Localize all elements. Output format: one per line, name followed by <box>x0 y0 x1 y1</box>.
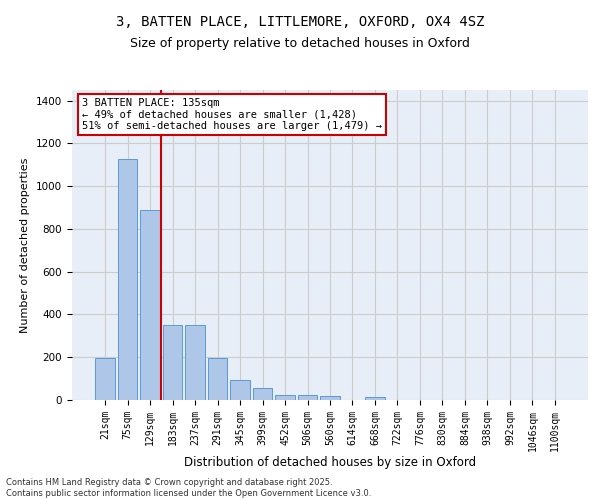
Bar <box>298 396 317 400</box>
Bar <box>320 396 340 400</box>
Bar <box>163 325 182 400</box>
Bar <box>230 380 250 400</box>
Text: 3 BATTEN PLACE: 135sqm
← 49% of detached houses are smaller (1,428)
51% of semi-: 3 BATTEN PLACE: 135sqm ← 49% of detached… <box>82 98 382 131</box>
Text: Size of property relative to detached houses in Oxford: Size of property relative to detached ho… <box>130 38 470 51</box>
Bar <box>140 210 160 400</box>
X-axis label: Distribution of detached houses by size in Oxford: Distribution of detached houses by size … <box>184 456 476 469</box>
Bar <box>118 160 137 400</box>
Y-axis label: Number of detached properties: Number of detached properties <box>20 158 31 332</box>
Bar <box>275 394 295 400</box>
Bar <box>185 325 205 400</box>
Bar <box>365 398 385 400</box>
Text: Contains HM Land Registry data © Crown copyright and database right 2025.
Contai: Contains HM Land Registry data © Crown c… <box>6 478 371 498</box>
Text: 3, BATTEN PLACE, LITTLEMORE, OXFORD, OX4 4SZ: 3, BATTEN PLACE, LITTLEMORE, OXFORD, OX4… <box>116 15 484 29</box>
Bar <box>208 358 227 400</box>
Bar <box>95 358 115 400</box>
Bar <box>253 388 272 400</box>
